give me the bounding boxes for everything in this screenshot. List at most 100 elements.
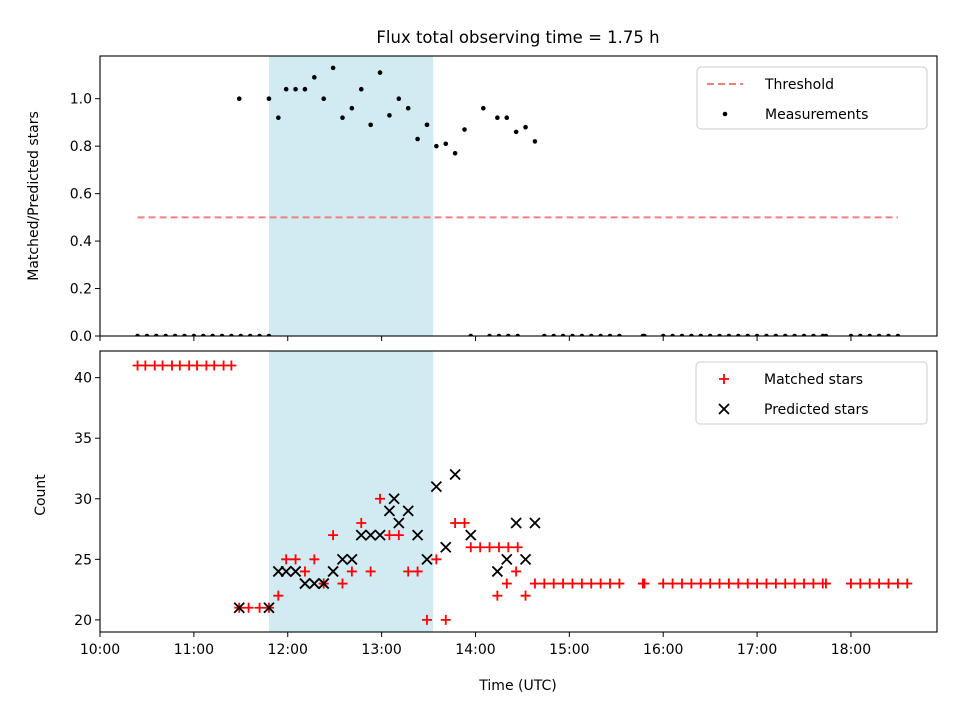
- measurement-point: [247, 333, 253, 336]
- measurement-point: [330, 65, 336, 71]
- measurement-point: [496, 333, 502, 336]
- measurement-point: [607, 333, 613, 336]
- matched-star-point: [855, 578, 866, 589]
- predicted-star-point: [449, 468, 461, 481]
- y-tick-label: 35: [74, 431, 92, 447]
- measurement-point: [229, 333, 234, 336]
- matched-star-point: [845, 578, 856, 589]
- measurement-point: [532, 139, 538, 144]
- legend: Threshold Measurements: [696, 66, 928, 130]
- matched-star-point: [412, 566, 423, 577]
- matched-star-point: [209, 360, 220, 371]
- matched-star-point: [864, 578, 875, 589]
- matched-star-point: [883, 578, 894, 589]
- matched-star-point: [799, 578, 810, 589]
- measurement-point: [579, 333, 585, 336]
- matched-star-point: [346, 566, 357, 577]
- matched-star-point: [780, 578, 791, 589]
- x-tick-label: 17:00: [737, 642, 777, 658]
- measurement-point: [513, 129, 519, 135]
- matched-star-point: [290, 554, 301, 565]
- matched-star-point: [431, 554, 442, 565]
- matched-star-point: [605, 578, 616, 589]
- matched-star-point: [723, 578, 734, 589]
- matched-star-point: [520, 590, 531, 601]
- measurement-point: [377, 70, 383, 75]
- matched-star-point: [614, 578, 625, 589]
- observing-window-band: [268, 351, 434, 632]
- measurement-point: [144, 333, 150, 336]
- measurement-point: [811, 333, 816, 336]
- predicted-star-point: [280, 565, 292, 578]
- measurement-point: [283, 86, 289, 92]
- matched-star-point: [492, 590, 503, 601]
- x-axis-label: Time (UTC): [478, 678, 556, 694]
- measurement-point: [660, 333, 666, 336]
- measurement-point: [396, 96, 402, 102]
- measurement-point: [405, 105, 411, 111]
- measurement-point: [617, 333, 622, 336]
- measurement-point: [266, 96, 272, 102]
- predicted-star-point: [318, 577, 330, 590]
- measurement-point: [764, 333, 769, 336]
- predicted-star-point: [465, 529, 477, 541]
- measurement-point: [745, 333, 750, 336]
- measurement-point: [462, 127, 467, 132]
- matched-star-point: [328, 530, 339, 541]
- measurement-point: [598, 333, 603, 336]
- predicted-star-point: [233, 602, 245, 614]
- predicted-star-point: [519, 553, 532, 565]
- predicted-star-point: [355, 529, 367, 541]
- observing-window-band: [268, 56, 434, 336]
- measurement-point: [172, 333, 178, 336]
- measurement-point: [468, 333, 474, 336]
- matched-star-point: [384, 530, 395, 541]
- measurement-point: [238, 333, 244, 336]
- x-tick-label: 12:00: [268, 642, 308, 658]
- matched-star-point: [639, 578, 650, 589]
- x-tick-label: 14:00: [455, 642, 495, 658]
- measurement-point: [717, 333, 722, 336]
- matched-star-point: [450, 517, 461, 528]
- measurement-point: [773, 333, 779, 336]
- predicted-star-point: [501, 553, 513, 565]
- measurement-point: [707, 333, 713, 336]
- predicted-star-point: [299, 577, 311, 590]
- matched-star-point: [902, 578, 913, 589]
- measurement-point: [858, 333, 863, 336]
- matched-star-point: [539, 578, 550, 589]
- x-tick-label: 16:00: [643, 642, 683, 658]
- bottom-y-axis-label: Count: [33, 474, 49, 516]
- measurement-point: [689, 333, 694, 336]
- measurement-point: [560, 333, 566, 336]
- matched-star-point: [440, 614, 451, 625]
- legend-box: [696, 66, 928, 130]
- matched-star-point: [567, 578, 578, 589]
- matched-star-point: [752, 578, 763, 589]
- x-tick-label: 13:00: [361, 642, 401, 658]
- measurement-point: [424, 122, 430, 128]
- matched-star-point: [529, 578, 540, 589]
- matched-star-point: [403, 566, 414, 577]
- y-tick-label: 0.4: [70, 234, 92, 250]
- legend-label: Matched stars: [764, 372, 863, 388]
- measurement-point: [368, 122, 373, 128]
- measurement-point: [135, 333, 140, 336]
- measurement-point: [358, 86, 364, 92]
- measurement-point: [542, 333, 547, 336]
- legend-label: Measurements: [765, 107, 868, 123]
- measurement-point: [182, 333, 187, 336]
- measurement-point: [782, 333, 788, 336]
- matched-star-point: [191, 360, 202, 371]
- y-tick-label: 20: [74, 613, 92, 629]
- measurement-point: [163, 333, 169, 336]
- matched-star-point: [365, 566, 376, 577]
- predicted-star-point: [393, 517, 405, 529]
- matched-star-point: [493, 542, 504, 553]
- predicted-star-point: [411, 529, 424, 541]
- legend-measurement-swatch: [722, 111, 728, 117]
- measurement-point: [504, 115, 510, 120]
- matched-star-point: [281, 554, 292, 565]
- top-panel: 0.0 0.2 0.4 0.6 0.8 1.0 Threshold Measurements: [70, 55, 938, 345]
- matched-star-point: [501, 578, 512, 589]
